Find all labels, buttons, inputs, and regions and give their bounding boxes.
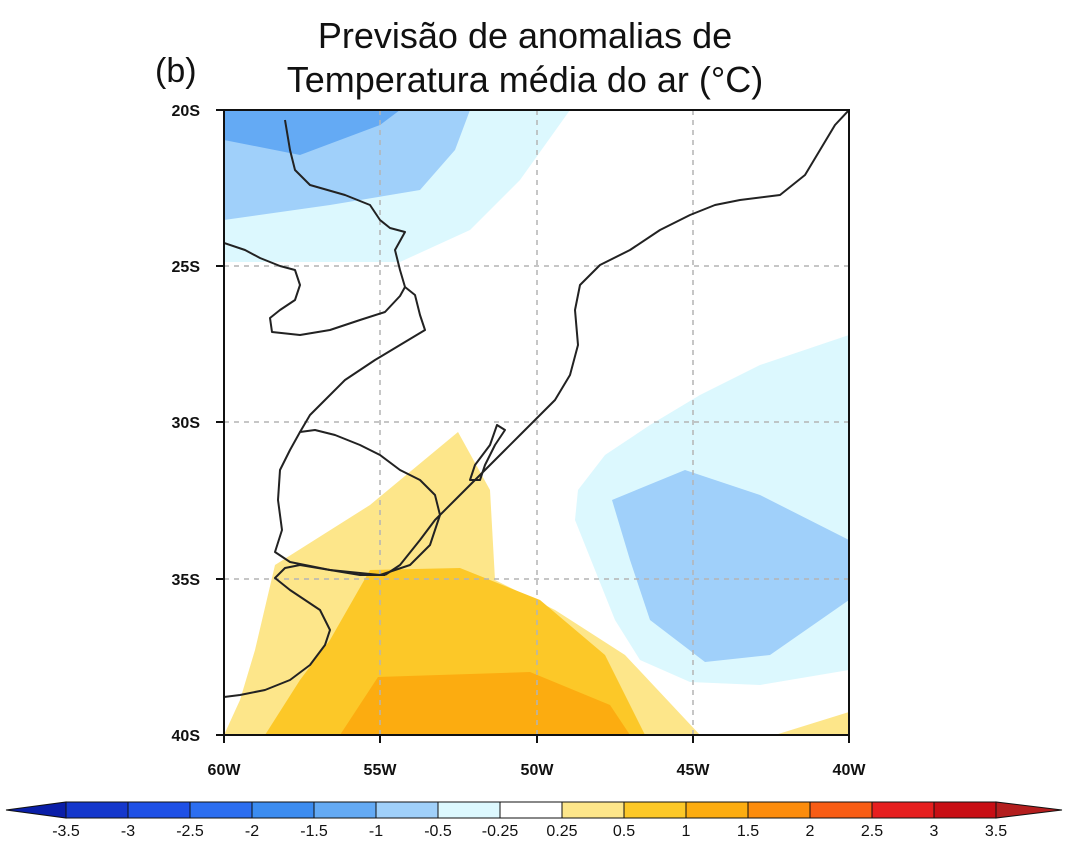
region-positive-0-25-sw-corner: [775, 712, 849, 735]
colorbar-label: 1.5: [737, 823, 759, 840]
region-positive-1: [340, 672, 630, 735]
lon-label: 55W: [364, 762, 398, 779]
panel-label: (b): [155, 52, 197, 90]
lon-label: 45W: [677, 762, 711, 779]
colorbar-label: -1.5: [300, 823, 328, 840]
lon-label: 60W: [208, 762, 242, 779]
colorbar-label: 2: [806, 823, 815, 840]
colorbar-box: [375, 801, 439, 819]
paraguay-border: [224, 242, 406, 336]
colorbar-box: [127, 801, 191, 819]
colorbar-box: [251, 801, 315, 819]
lat-label: 30S: [172, 415, 201, 432]
colorbar-box: [747, 801, 811, 819]
colorbar-label: 0.25: [546, 823, 577, 840]
region-negative-0-5-se: [612, 470, 849, 662]
colorbar-box: [933, 801, 997, 819]
colorbar-label: 3.5: [985, 823, 1007, 840]
colorbar-box: [809, 801, 873, 819]
colorbar-label: -1: [369, 823, 383, 840]
lagoon-outline: [469, 424, 506, 481]
colorbar-arrow-high: [995, 801, 1063, 819]
colorbar-box: [499, 801, 563, 819]
title-line-1: Previsão de anomalias de: [317, 15, 733, 56]
colorbar-arrow-low: [5, 801, 67, 819]
colorbar-label: -0.5: [424, 823, 452, 840]
anomaly-field: [224, 110, 849, 735]
uruguay-border: [274, 429, 441, 576]
colorbar: -3.5 -3 -2.5 -2 -1.5 -1 -0.5 -0.25 0.25 0.5 1 1.5 2 2…: [5, 801, 1063, 840]
colorbar-box: [313, 801, 377, 819]
lat-label: 40S: [172, 728, 201, 745]
colorbar-label: -2.5: [176, 823, 204, 840]
colorbar-box: [65, 801, 129, 819]
lon-label: 40W: [833, 762, 867, 779]
atlantic-coastline: [384, 110, 849, 576]
colorbar-label: -2: [245, 823, 259, 840]
colorbar-label: 0.5: [613, 823, 635, 840]
colorbar-label: 2.5: [861, 823, 883, 840]
latitude-labels: 20S 25S 30S 35S 40S: [172, 103, 201, 745]
region-negative-1: [224, 110, 400, 155]
colorbar-box: [871, 801, 935, 819]
map-title: Previsão de anomalias de Temperatura méd…: [180, 14, 870, 102]
colorbar-label: 1: [682, 823, 691, 840]
colorbar-box: [561, 801, 625, 819]
colorbar-box: [189, 801, 253, 819]
colorbar-label: -3: [121, 823, 135, 840]
title-line-2: Temperatura média do ar (°C): [286, 59, 764, 100]
colorbar-label: 3: [930, 823, 939, 840]
longitude-labels: 60W 55W 50W 45W 40W: [208, 762, 867, 779]
brazil-inland-border: [284, 119, 426, 433]
gridlines: [224, 110, 849, 735]
colorbar-box: [685, 801, 749, 819]
coastlines: [224, 110, 849, 698]
lon-label: 50W: [521, 762, 555, 779]
lat-label: 20S: [172, 103, 201, 120]
lat-label: 35S: [172, 572, 201, 589]
colorbar-box: [623, 801, 687, 819]
lat-label: 25S: [172, 259, 201, 276]
tick-marks: [216, 109, 850, 743]
colorbar-label: -0.25: [482, 823, 519, 840]
colorbar-label: -3.5: [52, 823, 80, 840]
colorbar-box: [437, 801, 501, 819]
